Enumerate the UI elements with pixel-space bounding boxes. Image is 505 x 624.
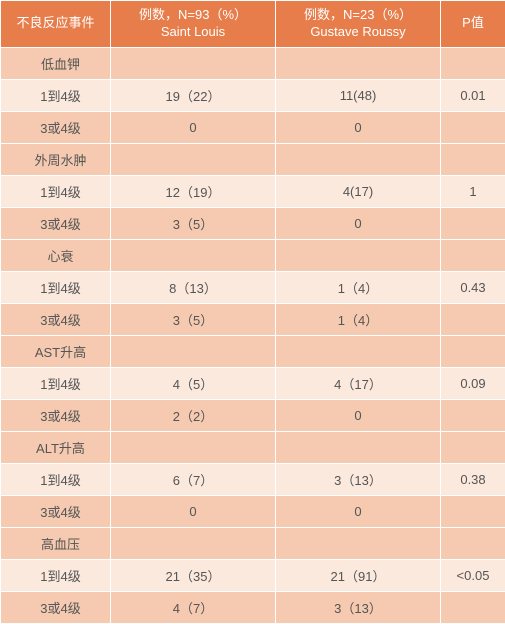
empty-cell [111,335,276,367]
cell [441,207,505,239]
cell [441,399,505,431]
empty-cell [441,47,505,79]
empty-cell [111,239,276,271]
cell: 0 [111,111,276,143]
empty-cell [441,143,505,175]
cell: 4（17） [276,367,441,399]
empty-cell [276,335,441,367]
empty-cell [111,47,276,79]
cell: 21（91） [276,559,441,591]
header-cell-1: 例数，N=93（%） Saint Louis [111,1,276,48]
header-cell-0: 不良反应事件 [1,1,111,48]
empty-cell [276,527,441,559]
header-cell-3: P值 [441,1,505,48]
cell: 1到4级 [1,367,111,399]
cell: 3或4级 [1,591,111,623]
cell: 21（35） [111,559,276,591]
section-title: 高血压 [1,527,111,559]
cell: 3或4级 [1,399,111,431]
cell: 3（13） [276,463,441,495]
cell [441,111,505,143]
table-row: 1到4级12（19）4(17)1 [1,175,505,207]
section-title: 低血钾 [1,47,111,79]
cell: 3（5） [111,207,276,239]
section-title: ALT升高 [1,431,111,463]
table-row: 3或4级00 [1,111,505,143]
empty-cell [276,431,441,463]
cell: 3或4级 [1,495,111,527]
table-row: 3或4级2（2）0 [1,399,505,431]
cell: 3（5） [111,303,276,335]
cell: 4(17) [276,175,441,207]
cell: 0 [276,495,441,527]
cell: 1到4级 [1,463,111,495]
section-row: AST升高 [1,335,505,367]
cell: 12（19） [111,175,276,207]
empty-cell [111,527,276,559]
cell [441,303,505,335]
empty-cell [276,47,441,79]
table-row: 1到4级19（22）11(48)0.01 [1,79,505,111]
section-row: ALT升高 [1,431,505,463]
cell: 6（7） [111,463,276,495]
cell: 3或4级 [1,303,111,335]
cell: 0 [276,399,441,431]
section-row: 高血压 [1,527,505,559]
cell: 1到4级 [1,559,111,591]
table-row: 1到4级21（35）21（91）<0.05 [1,559,505,591]
cell: 3或4级 [1,111,111,143]
cell: 0.43 [441,271,505,303]
cell: 1到4级 [1,271,111,303]
empty-cell [441,335,505,367]
cell: 2（2） [111,399,276,431]
cell: 3或4级 [1,207,111,239]
table-row: 1到4级6（7）3（13）0.38 [1,463,505,495]
empty-cell [276,143,441,175]
cell: 0.38 [441,463,505,495]
cell: 0.09 [441,367,505,399]
adverse-events-table: 不良反应事件例数，N=93（%） Saint Louis例数，N=23（%） G… [0,0,505,624]
cell: 3（13） [276,591,441,623]
cell: 0.01 [441,79,505,111]
cell: 1（4） [276,271,441,303]
table-body: 低血钾1到4级19（22）11(48)0.013或4级00外周水肿1到4级12（… [1,47,505,623]
section-row: 低血钾 [1,47,505,79]
cell: 0 [276,207,441,239]
cell: 4（7） [111,591,276,623]
table-row: 1到4级4（5）4（17）0.09 [1,367,505,399]
header-row: 不良反应事件例数，N=93（%） Saint Louis例数，N=23（%） G… [1,1,505,48]
table-row: 1到4级8（13）1（4）0.43 [1,271,505,303]
empty-cell [441,527,505,559]
table-row: 3或4级3（5）0 [1,207,505,239]
cell: 1到4级 [1,175,111,207]
empty-cell [276,239,441,271]
empty-cell [111,431,276,463]
empty-cell [111,143,276,175]
empty-cell [441,431,505,463]
cell [441,591,505,623]
header-cell-2: 例数，N=23（%） Gustave Roussy [276,1,441,48]
section-title: 心衰 [1,239,111,271]
section-row: 外周水肿 [1,143,505,175]
cell: 1 [441,175,505,207]
cell: 8（13） [111,271,276,303]
cell [441,495,505,527]
table-row: 3或4级4（7）3（13） [1,591,505,623]
cell: 1到4级 [1,79,111,111]
cell: <0.05 [441,559,505,591]
cell: 19（22） [111,79,276,111]
empty-cell [441,239,505,271]
table-header: 不良反应事件例数，N=93（%） Saint Louis例数，N=23（%） G… [1,1,505,48]
cell: 0 [111,495,276,527]
section-row: 心衰 [1,239,505,271]
table-row: 3或4级3（5）1（4） [1,303,505,335]
table-row: 3或4级00 [1,495,505,527]
cell: 11(48) [276,79,441,111]
cell: 4（5） [111,367,276,399]
cell: 0 [276,111,441,143]
section-title: 外周水肿 [1,143,111,175]
section-title: AST升高 [1,335,111,367]
cell: 1（4） [276,303,441,335]
